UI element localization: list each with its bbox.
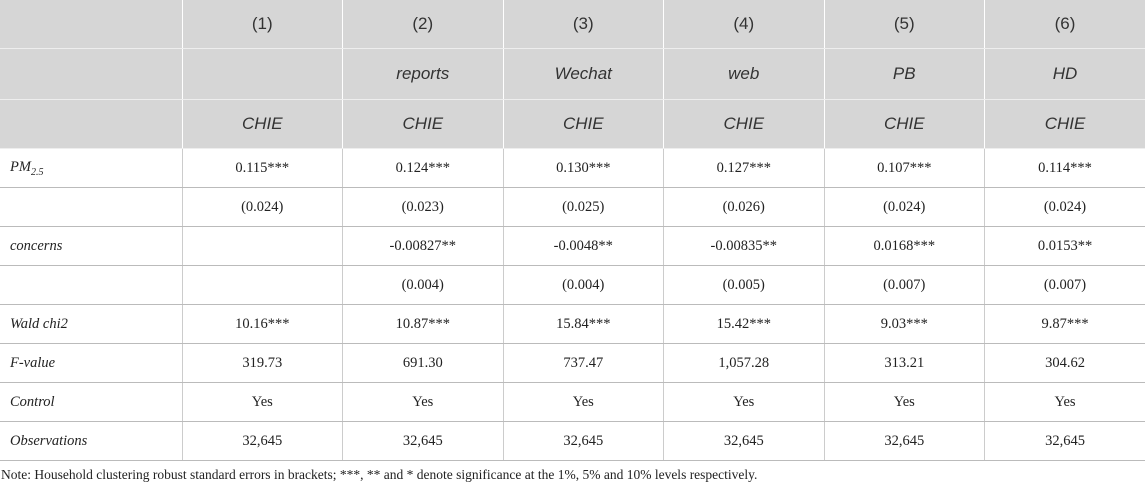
value-cell: 32,645	[503, 422, 664, 461]
value-cell: (0.024)	[182, 188, 343, 227]
value-cell: Yes	[343, 383, 504, 422]
header-cell: HD	[985, 49, 1145, 100]
value-cell	[182, 266, 343, 305]
value-cell: (0.007)	[985, 266, 1145, 305]
value-cell: (0.024)	[824, 188, 985, 227]
value-cell: (0.007)	[824, 266, 985, 305]
value-cell: 0.114***	[985, 149, 1145, 188]
value-cell: 0.115***	[182, 149, 343, 188]
value-cell: (0.025)	[503, 188, 664, 227]
value-cell: 319.73	[182, 344, 343, 383]
value-cell: Yes	[985, 383, 1145, 422]
row-label: Observations	[0, 422, 182, 461]
header-cell	[0, 100, 182, 149]
value-cell: 10.87***	[343, 305, 504, 344]
value-cell: (0.023)	[343, 188, 504, 227]
table-note: Note: Household clustering robust standa…	[0, 467, 1145, 483]
value-cell	[182, 227, 343, 266]
row-label	[0, 188, 182, 227]
row-label: Control	[0, 383, 182, 422]
row-label	[0, 266, 182, 305]
value-cell: 0.0168***	[824, 227, 985, 266]
value-cell: 32,645	[182, 422, 343, 461]
value-cell: 304.62	[985, 344, 1145, 383]
value-cell: 15.42***	[664, 305, 825, 344]
value-cell: 0.127***	[664, 149, 825, 188]
header-cell: CHIE	[503, 100, 664, 149]
header-cell: CHIE	[182, 100, 343, 149]
value-cell: (0.005)	[664, 266, 825, 305]
value-cell: (0.026)	[664, 188, 825, 227]
body-row: (0.024)(0.023)(0.025)(0.026)(0.024)(0.02…	[0, 188, 1145, 227]
value-cell: Yes	[824, 383, 985, 422]
header-cell: CHIE	[985, 100, 1145, 149]
header-cell	[0, 0, 182, 49]
label-text: PM	[10, 159, 31, 175]
value-cell: 0.130***	[503, 149, 664, 188]
label-subscript: 2.5	[31, 166, 44, 177]
header-cell: CHIE	[824, 100, 985, 149]
header-cell: (3)	[503, 0, 664, 49]
value-cell: 32,645	[985, 422, 1145, 461]
value-cell: 10.16***	[182, 305, 343, 344]
value-cell: Yes	[503, 383, 664, 422]
header-cell: reports	[343, 49, 504, 100]
value-cell: 691.30	[343, 344, 504, 383]
header-cell	[0, 49, 182, 100]
value-cell: (0.004)	[343, 266, 504, 305]
value-cell: -0.00827**	[343, 227, 504, 266]
value-cell: 0.124***	[343, 149, 504, 188]
value-cell: 32,645	[824, 422, 985, 461]
header-cell: (1)	[182, 0, 343, 49]
value-cell: (0.004)	[503, 266, 664, 305]
row-label: Wald chi2	[0, 305, 182, 344]
header-cell: Wechat	[503, 49, 664, 100]
value-cell: 737.47	[503, 344, 664, 383]
header-cell: (5)	[824, 0, 985, 49]
header-cell: CHIE	[664, 100, 825, 149]
header-cell: web	[664, 49, 825, 100]
value-cell: (0.024)	[985, 188, 1145, 227]
body-row: (0.004)(0.004)(0.005)(0.007)(0.007)	[0, 266, 1145, 305]
value-cell: 32,645	[343, 422, 504, 461]
value-cell: -0.00835**	[664, 227, 825, 266]
value-cell: 1,057.28	[664, 344, 825, 383]
header-row: (1)(2)(3)(4)(5)(6)	[0, 0, 1145, 49]
header-cell: (2)	[343, 0, 504, 49]
body-row: concerns-0.00827**-0.0048**-0.00835**0.0…	[0, 227, 1145, 266]
value-cell: 313.21	[824, 344, 985, 383]
header-cell: PB	[824, 49, 985, 100]
value-cell: 9.03***	[824, 305, 985, 344]
header-cell: CHIE	[343, 100, 504, 149]
row-label: F-value	[0, 344, 182, 383]
row-label: PM2.5	[0, 149, 182, 188]
value-cell: -0.0048**	[503, 227, 664, 266]
value-cell: 0.107***	[824, 149, 985, 188]
value-cell: Yes	[664, 383, 825, 422]
value-cell: 15.84***	[503, 305, 664, 344]
header-cell: (4)	[664, 0, 825, 49]
value-cell: Yes	[182, 383, 343, 422]
value-cell: 9.87***	[985, 305, 1145, 344]
value-cell: 0.0153**	[985, 227, 1145, 266]
header-cell: (6)	[985, 0, 1145, 49]
row-label: concerns	[0, 227, 182, 266]
value-cell: 32,645	[664, 422, 825, 461]
header-cell	[182, 49, 343, 100]
